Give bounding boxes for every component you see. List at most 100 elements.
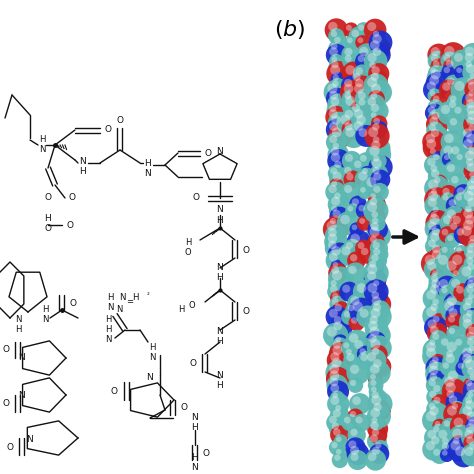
Circle shape bbox=[455, 338, 462, 346]
Circle shape bbox=[342, 90, 359, 108]
Circle shape bbox=[367, 195, 386, 214]
Circle shape bbox=[462, 226, 472, 236]
Circle shape bbox=[352, 75, 373, 97]
Circle shape bbox=[347, 230, 371, 254]
Circle shape bbox=[468, 71, 474, 85]
Circle shape bbox=[464, 182, 474, 206]
Circle shape bbox=[370, 215, 386, 231]
Circle shape bbox=[366, 258, 384, 276]
Circle shape bbox=[368, 321, 378, 330]
Circle shape bbox=[431, 279, 440, 288]
Circle shape bbox=[441, 418, 457, 434]
Circle shape bbox=[349, 196, 367, 213]
Circle shape bbox=[428, 239, 436, 247]
Circle shape bbox=[368, 127, 378, 137]
Circle shape bbox=[356, 115, 366, 125]
Circle shape bbox=[373, 303, 381, 311]
Circle shape bbox=[466, 411, 474, 421]
Circle shape bbox=[369, 389, 387, 407]
Circle shape bbox=[371, 115, 387, 132]
Circle shape bbox=[328, 111, 351, 136]
Circle shape bbox=[372, 159, 382, 168]
Circle shape bbox=[372, 447, 380, 455]
Circle shape bbox=[450, 414, 474, 438]
Circle shape bbox=[462, 397, 474, 420]
Circle shape bbox=[370, 246, 389, 264]
Circle shape bbox=[369, 288, 388, 308]
Circle shape bbox=[332, 34, 348, 51]
Circle shape bbox=[347, 251, 366, 270]
Circle shape bbox=[468, 175, 474, 190]
Circle shape bbox=[429, 391, 437, 398]
Circle shape bbox=[330, 218, 336, 224]
Circle shape bbox=[463, 434, 474, 453]
Circle shape bbox=[465, 261, 474, 278]
Circle shape bbox=[330, 280, 337, 286]
Circle shape bbox=[323, 323, 348, 348]
Circle shape bbox=[370, 170, 390, 190]
Circle shape bbox=[431, 212, 437, 218]
Circle shape bbox=[341, 246, 351, 255]
Circle shape bbox=[437, 101, 461, 125]
Text: O: O bbox=[3, 346, 10, 355]
Circle shape bbox=[435, 426, 457, 449]
Circle shape bbox=[465, 365, 474, 383]
Circle shape bbox=[429, 373, 437, 381]
Circle shape bbox=[354, 84, 364, 93]
Circle shape bbox=[366, 361, 391, 385]
Circle shape bbox=[432, 228, 440, 236]
Circle shape bbox=[465, 236, 474, 256]
Circle shape bbox=[345, 109, 353, 118]
Circle shape bbox=[468, 147, 474, 155]
Text: N: N bbox=[105, 336, 111, 345]
Text: ₂: ₂ bbox=[146, 290, 149, 296]
Circle shape bbox=[433, 61, 439, 67]
Circle shape bbox=[464, 277, 474, 297]
Circle shape bbox=[371, 408, 380, 418]
Circle shape bbox=[430, 67, 436, 73]
Circle shape bbox=[458, 344, 474, 369]
Circle shape bbox=[344, 48, 353, 56]
Circle shape bbox=[356, 305, 379, 328]
Circle shape bbox=[444, 387, 463, 407]
Circle shape bbox=[440, 42, 466, 68]
Circle shape bbox=[466, 105, 474, 114]
Circle shape bbox=[470, 177, 474, 183]
Circle shape bbox=[329, 416, 337, 424]
Circle shape bbox=[361, 248, 368, 255]
Circle shape bbox=[430, 326, 438, 334]
Circle shape bbox=[343, 342, 349, 348]
Circle shape bbox=[427, 370, 446, 389]
Circle shape bbox=[433, 154, 439, 160]
Circle shape bbox=[467, 169, 474, 184]
Circle shape bbox=[369, 415, 384, 430]
Circle shape bbox=[356, 202, 373, 219]
Circle shape bbox=[330, 65, 340, 75]
Circle shape bbox=[468, 239, 474, 247]
Circle shape bbox=[344, 22, 359, 37]
Circle shape bbox=[350, 296, 360, 305]
Circle shape bbox=[331, 147, 339, 156]
Circle shape bbox=[432, 250, 441, 259]
Circle shape bbox=[430, 313, 447, 330]
Circle shape bbox=[430, 268, 445, 283]
Circle shape bbox=[433, 449, 440, 456]
Circle shape bbox=[367, 80, 392, 105]
Circle shape bbox=[461, 211, 474, 235]
Circle shape bbox=[327, 93, 349, 116]
Circle shape bbox=[448, 143, 469, 164]
Circle shape bbox=[447, 406, 457, 416]
Circle shape bbox=[427, 139, 436, 149]
Circle shape bbox=[444, 348, 461, 365]
Circle shape bbox=[326, 367, 350, 391]
Circle shape bbox=[466, 310, 473, 317]
Circle shape bbox=[367, 202, 377, 212]
Circle shape bbox=[371, 386, 377, 392]
Circle shape bbox=[332, 298, 339, 305]
Text: H: H bbox=[105, 326, 111, 335]
Circle shape bbox=[366, 36, 391, 61]
Circle shape bbox=[328, 278, 344, 293]
Circle shape bbox=[364, 279, 389, 304]
Circle shape bbox=[422, 344, 447, 369]
Circle shape bbox=[426, 400, 443, 417]
